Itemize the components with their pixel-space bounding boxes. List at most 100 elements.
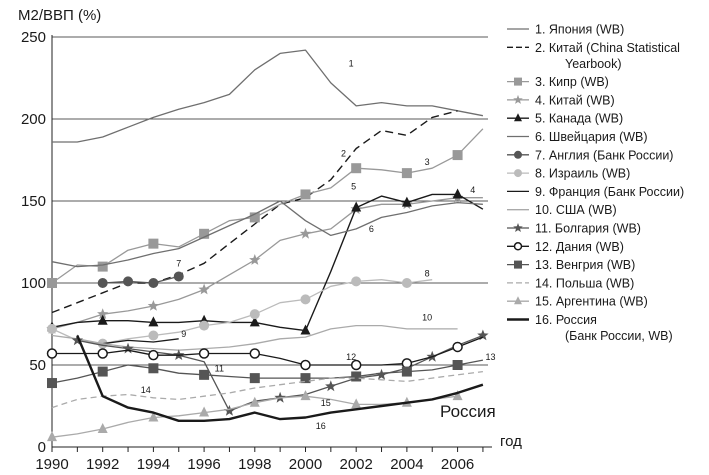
legend-item-15: 15. Аргентина (WB) bbox=[507, 295, 648, 309]
x-axis-label: год bbox=[500, 433, 522, 450]
series-tag-14: 14 bbox=[141, 385, 151, 395]
data-point bbox=[47, 431, 57, 442]
data-point bbox=[452, 360, 463, 370]
legend-item-2: 2. Китай (China Statistical Yearbook) bbox=[507, 41, 680, 71]
series-tag-10: 10 bbox=[422, 313, 432, 323]
series-tag-6: 6 bbox=[369, 224, 374, 234]
data-point bbox=[47, 378, 57, 389]
data-point bbox=[300, 189, 311, 200]
series-2 bbox=[51, 110, 458, 314]
data-point bbox=[514, 169, 522, 178]
data-point bbox=[452, 188, 463, 199]
series-11 bbox=[71, 329, 489, 416]
series-tag-9: 9 bbox=[181, 329, 186, 339]
series-line-7 bbox=[102, 275, 179, 284]
data-point bbox=[148, 330, 159, 341]
series-tag-3: 3 bbox=[425, 157, 430, 167]
data-point bbox=[97, 366, 108, 377]
y-axis-label: М2/ВВП (%) bbox=[18, 7, 101, 24]
data-point bbox=[300, 324, 311, 335]
legend-item-6: 6. Швейцария (WB) bbox=[507, 130, 648, 144]
series-13 bbox=[47, 359, 484, 389]
series-15 bbox=[47, 390, 463, 442]
data-point bbox=[249, 309, 260, 320]
data-point bbox=[514, 260, 522, 269]
data-point bbox=[71, 334, 84, 346]
series-tag-11: 11 bbox=[215, 364, 224, 374]
y-tick-label: 250 bbox=[21, 29, 46, 46]
series-line-9 bbox=[102, 338, 179, 345]
series-tag-7: 7 bbox=[176, 259, 181, 269]
data-point bbox=[249, 316, 260, 327]
data-point bbox=[198, 283, 210, 295]
data-point bbox=[123, 276, 134, 287]
data-point bbox=[452, 341, 463, 353]
series-line-10 bbox=[51, 324, 458, 351]
series-group bbox=[46, 49, 489, 442]
data-point bbox=[46, 348, 58, 359]
legend-label: 8. Израиль (WB) bbox=[535, 167, 630, 181]
data-point bbox=[513, 242, 523, 251]
data-point bbox=[173, 271, 184, 282]
x-tick-label: 1996 bbox=[187, 456, 220, 473]
data-point bbox=[97, 261, 108, 272]
series-9 bbox=[102, 338, 179, 345]
series-14 bbox=[51, 370, 483, 409]
legend-item-1: 1. Япония (WB) bbox=[507, 23, 624, 37]
legend-label: 3. Кипр (WB) bbox=[535, 75, 609, 89]
legend-label: 5. Канада (WB) bbox=[535, 112, 623, 126]
legend-label: 13. Венгрия (WB) bbox=[535, 258, 635, 272]
data-point bbox=[97, 422, 108, 433]
data-point bbox=[148, 238, 159, 249]
data-point bbox=[148, 278, 159, 288]
legend-label: 7. Англия (Банк России) bbox=[535, 148, 673, 162]
series-tag-16: 16 bbox=[316, 421, 326, 431]
russia-annotation: Россия bbox=[440, 402, 496, 421]
series-tag-4: 4 bbox=[470, 185, 475, 195]
data-point bbox=[148, 349, 159, 361]
data-point bbox=[299, 227, 312, 239]
legend-label: 16. Россия (Банк России, WB) bbox=[535, 313, 673, 343]
data-point bbox=[300, 359, 311, 371]
y-tick-label: 50 bbox=[29, 357, 46, 374]
data-point bbox=[401, 196, 412, 207]
data-point bbox=[223, 404, 236, 416]
data-point bbox=[147, 300, 160, 311]
series-16 bbox=[76, 335, 484, 422]
data-point bbox=[477, 329, 489, 341]
data-point bbox=[198, 348, 210, 359]
data-point bbox=[148, 411, 159, 422]
y-tick-label: 100 bbox=[21, 275, 46, 292]
series-8 bbox=[47, 276, 433, 349]
series-line-14 bbox=[51, 370, 483, 409]
data-point bbox=[249, 373, 260, 384]
data-point bbox=[199, 406, 210, 417]
x-tick-label: 1994 bbox=[137, 456, 170, 473]
data-point bbox=[249, 396, 260, 407]
data-point bbox=[47, 323, 57, 334]
data-point bbox=[300, 294, 311, 305]
data-point bbox=[325, 380, 337, 392]
data-point bbox=[351, 371, 362, 382]
legend-label: 11. Болгария (WB) bbox=[535, 222, 641, 236]
series-7 bbox=[97, 271, 184, 288]
series-line-1 bbox=[52, 49, 484, 143]
legend-label: 6. Швейцария (WB) bbox=[535, 130, 648, 144]
legend-item-9: 9. Франция (Банк России) bbox=[507, 185, 684, 199]
x-tick-label: 2000 bbox=[289, 456, 322, 473]
series-line-5 bbox=[51, 193, 484, 332]
x-tick-label: 2006 bbox=[441, 456, 474, 473]
data-point bbox=[97, 348, 108, 359]
y-tick-label: 150 bbox=[21, 193, 46, 210]
data-point bbox=[249, 212, 260, 223]
data-point bbox=[199, 228, 210, 239]
legend-label: 1. Япония (WB) bbox=[535, 23, 624, 37]
legend-item-7: 7. Англия (Банк России) bbox=[507, 148, 673, 162]
data-point bbox=[401, 278, 412, 288]
legend-label: 4. Китай (WB) bbox=[535, 93, 615, 107]
x-tick-label: 2002 bbox=[339, 456, 372, 473]
data-point bbox=[97, 308, 109, 319]
x-tick-label: 1990 bbox=[35, 456, 68, 473]
